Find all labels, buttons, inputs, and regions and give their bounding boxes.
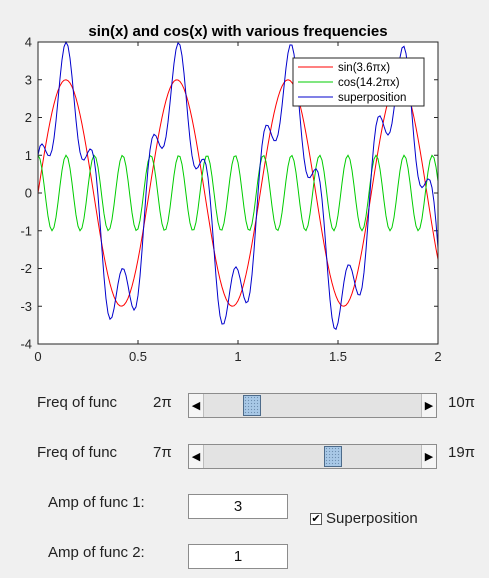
amp1-input[interactable]: 3 (188, 494, 288, 519)
slider-right-arrow-icon[interactable]: ▶ (421, 394, 436, 417)
amp2-input[interactable]: 1 (188, 544, 288, 569)
checkmark-icon: ✔ (311, 513, 321, 525)
freq2-slider[interactable]: ◀ ▶ (188, 444, 437, 469)
y-tick-label: -4 (20, 337, 32, 352)
y-tick-label: 4 (25, 35, 32, 50)
freq1-max-label: 10π (448, 394, 476, 411)
y-tick-label: -1 (20, 223, 32, 238)
x-tick-label: 0.5 (129, 349, 147, 364)
y-tick-label: -3 (20, 299, 32, 314)
superposition-label: Superposition (326, 510, 418, 527)
freq1-label: Freq of func (37, 394, 118, 411)
series-line-sin (37, 79, 439, 307)
slider-right-arrow-icon[interactable]: ▶ (421, 445, 436, 468)
freq1-min-label: 2π (153, 394, 172, 411)
y-tick-label: 2 (25, 110, 32, 125)
y-tick-label: 0 (25, 186, 32, 201)
series-line-superposition (37, 40, 439, 331)
freq2-slider-track[interactable] (203, 445, 422, 468)
slider-left-arrow-icon[interactable]: ◀ (189, 445, 204, 468)
legend-entry: superposition (338, 92, 406, 104)
amp2-label: Amp of func 2: (48, 544, 145, 561)
superposition-checkbox[interactable]: ✔ (310, 513, 322, 525)
y-tick-label: 1 (25, 148, 32, 163)
x-tick-label: 2 (434, 349, 441, 364)
freq2-label: Freq of func (37, 444, 118, 461)
axes-box (37, 41, 439, 345)
x-tick-label: 1 (234, 349, 241, 364)
freq2-slider-thumb[interactable] (323, 446, 342, 467)
y-tick-label: 3 (25, 72, 32, 87)
slider-left-arrow-icon[interactable]: ◀ (189, 394, 204, 417)
x-tick-label: 0 (34, 349, 41, 364)
freq1-slider-track[interactable] (203, 394, 422, 417)
legend-entry: cos(14.2πx) (338, 77, 400, 89)
freq1-slider-thumb[interactable] (243, 395, 262, 416)
amp1-label: Amp of func 1: (48, 494, 145, 511)
x-tick-label: 1.5 (329, 349, 347, 364)
freq2-min-label: 7π (153, 444, 172, 461)
legend-entry: sin(3.6πx) (338, 62, 390, 74)
chart-svg: sin(x) and cos(x) with various frequenci… (20, 23, 441, 364)
y-tick-label: -2 (20, 261, 32, 276)
legend-box (292, 57, 425, 107)
chart-title: sin(x) and cos(x) with various frequenci… (88, 23, 387, 40)
freq1-slider[interactable]: ◀ ▶ (188, 393, 437, 418)
freq2-max-label: 19π (448, 444, 476, 461)
